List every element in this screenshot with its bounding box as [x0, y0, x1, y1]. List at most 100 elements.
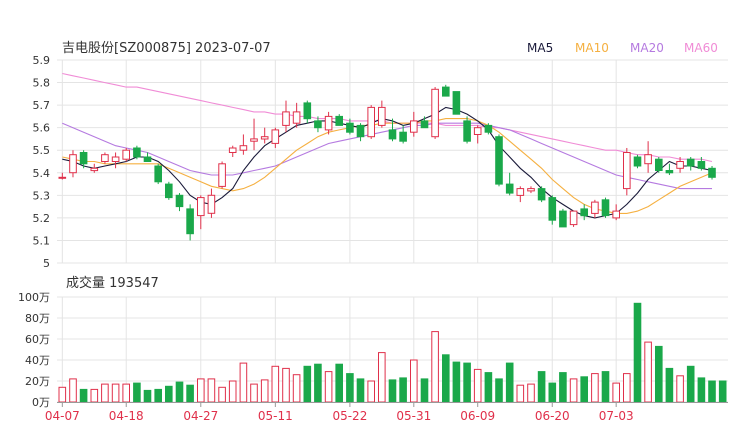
- volume-bar: [90, 388, 99, 403]
- price-tick-label: 5.4: [33, 167, 51, 180]
- candle-body: [644, 154, 652, 165]
- candle: [505, 172, 514, 196]
- candle: [58, 172, 67, 180]
- candle: [484, 123, 493, 135]
- x-tick-label: 04-07: [45, 409, 80, 423]
- candle-body: [250, 138, 258, 142]
- volume-bar: [655, 345, 663, 403]
- candle: [601, 197, 610, 218]
- volume-bar: [527, 383, 535, 403]
- candle: [69, 150, 77, 178]
- candle: [282, 100, 290, 133]
- price-tick-label: 5.6: [33, 122, 51, 135]
- candle: [495, 134, 503, 187]
- volume-bar: [708, 380, 716, 403]
- x-tick-label: 04-18: [109, 409, 144, 423]
- volume-bar: [197, 378, 205, 403]
- candle: [303, 100, 312, 124]
- volume-bar: [644, 341, 652, 403]
- candle: [644, 141, 652, 173]
- volume-bar: [548, 382, 557, 403]
- candle-body: [601, 199, 610, 217]
- candle-body: [655, 158, 663, 171]
- candle: [452, 91, 461, 115]
- volume-y-axis: 100万 80万 60万 40万 20万 0万: [18, 291, 50, 409]
- candle-body: [378, 106, 386, 126]
- price-y-axis: 5.9 5.8 5.7 5.6 5.5 5.4 5.3 5.2 5.1 5: [33, 54, 51, 270]
- candle-body: [591, 201, 599, 214]
- candle-body: [516, 188, 525, 196]
- candle-body: [228, 147, 237, 153]
- candle-body: [708, 167, 716, 178]
- candle: [559, 208, 567, 228]
- volume-bar: [410, 359, 418, 403]
- candle-body: [218, 163, 226, 187]
- volume-tick-label: 100万: [18, 291, 50, 304]
- volume-bar: [303, 365, 312, 403]
- candle-body: [495, 136, 503, 185]
- candle-body: [111, 156, 120, 162]
- volume-bar: [378, 352, 386, 403]
- candle-body: [154, 165, 162, 183]
- volume-bar: [356, 378, 365, 403]
- chart-title: 吉电股份[SZ000875] 2023-07-07: [62, 41, 271, 56]
- moving-average-lines: [62, 72, 713, 219]
- candle-body: [442, 86, 450, 97]
- volume-bar: [612, 382, 621, 403]
- legend: MA5 MA10 MA20 MA60: [527, 41, 718, 55]
- candle-body: [122, 149, 131, 160]
- candle-body: [133, 147, 141, 158]
- volume-bar: [623, 373, 631, 403]
- volume-bar: [207, 378, 216, 403]
- candle: [143, 152, 152, 162]
- volume-bar: [111, 383, 120, 403]
- candle-body: [175, 194, 184, 208]
- candle: [410, 111, 418, 137]
- candle: [442, 84, 450, 97]
- volume-bar: [58, 386, 67, 403]
- candle: [186, 204, 194, 241]
- volume-bar: [154, 388, 162, 403]
- ma60-line: [62, 72, 713, 163]
- candle: [399, 125, 407, 144]
- volume-bar: [559, 372, 567, 403]
- candle: [431, 87, 439, 139]
- candle-body: [527, 188, 535, 192]
- candle: [473, 125, 482, 144]
- volume-bar: [473, 368, 482, 403]
- candle: [612, 204, 621, 221]
- candle-body: [623, 152, 631, 190]
- legend-ma60: MA60: [684, 41, 718, 55]
- candle-body: [282, 111, 290, 126]
- volume-bar: [569, 378, 578, 403]
- candle-body: [207, 194, 216, 214]
- candle: [111, 152, 120, 169]
- candlesticks: [58, 84, 716, 241]
- candle: [655, 156, 663, 173]
- candle-body: [580, 208, 589, 217]
- candle: [580, 204, 589, 221]
- candle: [79, 150, 88, 169]
- legend-ma20: MA20: [630, 41, 664, 55]
- volume-bar: [505, 362, 514, 403]
- price-grid: [57, 59, 728, 264]
- x-tick-label: 05-31: [396, 409, 431, 423]
- volume-bar: [165, 385, 173, 403]
- volume-bar: [335, 363, 343, 403]
- volume-bar: [591, 373, 599, 403]
- candle: [633, 154, 642, 169]
- candle-body: [324, 115, 333, 131]
- price-tick-label: 5.1: [33, 234, 51, 247]
- volume-bar: [79, 388, 88, 403]
- legend-ma10: MA10: [575, 41, 609, 55]
- candle: [569, 210, 578, 227]
- candle-body: [303, 102, 312, 120]
- volume-bar: [452, 361, 461, 403]
- candle: [324, 111, 333, 135]
- volume-bar: [463, 362, 471, 403]
- candle: [314, 116, 322, 133]
- volume-bar: [442, 354, 450, 403]
- candle-body: [186, 208, 194, 235]
- candle-body: [697, 161, 706, 169]
- candle-body: [686, 158, 695, 167]
